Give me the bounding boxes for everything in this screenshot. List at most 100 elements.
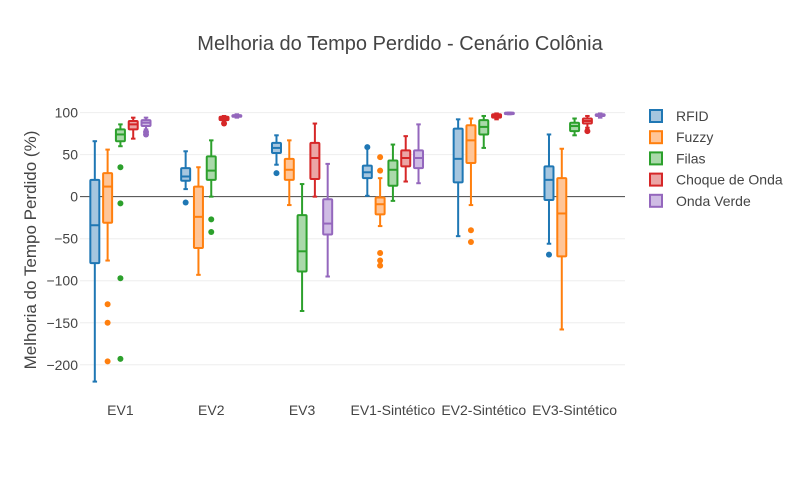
box (581, 114, 593, 135)
box (374, 154, 386, 269)
outlier-point (377, 262, 384, 269)
outlier-point (545, 251, 552, 258)
legend-label: Onda Verde (676, 193, 751, 209)
box (478, 114, 490, 149)
legend-label: Choque de Onda (676, 172, 783, 188)
box (102, 148, 114, 365)
box (387, 143, 399, 202)
outlier-point (467, 227, 474, 234)
legend-item[interactable]: Onda Verde (649, 193, 751, 209)
y-axis-label: Melhoria do Tempo Perdido (%) (21, 131, 40, 370)
legend[interactable]: RFID Fuzzy Filas Choque de Onda Onda Verde (649, 108, 783, 209)
legend-swatch (649, 130, 663, 145)
gridlines (80, 112, 625, 366)
legend-item[interactable]: RFID (649, 108, 709, 124)
x-tick-label: EV2 (198, 402, 225, 418)
outlier-point (182, 199, 189, 206)
box-iqr (102, 172, 114, 224)
legend-swatch (649, 193, 663, 208)
box-iqr (205, 155, 217, 181)
box (205, 139, 217, 235)
series-onda-verde (140, 111, 606, 278)
outlier-point (104, 358, 111, 365)
legend-item[interactable]: Fuzzy (649, 129, 713, 145)
series-filas (114, 114, 581, 362)
box (89, 140, 101, 383)
box (503, 111, 515, 116)
series-choque-de-onda (127, 112, 593, 198)
legend-item[interactable]: Choque de Onda (649, 172, 783, 188)
y-tick-label: −150 (46, 315, 78, 331)
outlier-point (377, 249, 384, 256)
box (231, 113, 243, 119)
box-iqr (180, 167, 192, 182)
x-tick-label: EV3-Sintético (532, 402, 617, 418)
series-fuzzy (102, 117, 568, 365)
box (127, 116, 139, 140)
y-axis-ticks: 100 50 0 −50 −100 −150 −200 (46, 105, 78, 373)
outlier-point (584, 128, 591, 135)
box (180, 150, 192, 206)
series-rfid (89, 118, 555, 383)
outlier-point (467, 239, 474, 246)
legend-swatch (649, 151, 663, 166)
box (569, 117, 581, 137)
legend-label: Filas (676, 150, 706, 166)
legend-label: Fuzzy (676, 129, 713, 145)
outlier-point (117, 355, 124, 362)
box (283, 139, 295, 207)
box (594, 112, 606, 119)
box-iqr (387, 159, 399, 187)
x-axis-ticks: EV1 EV2 EV3 EV1-Sintético EV2-Sintético EV3-S… (107, 402, 617, 418)
legend-swatch (649, 172, 663, 187)
y-tick-label: 50 (62, 147, 78, 163)
outlier-point (117, 275, 124, 282)
box (140, 116, 152, 138)
outlier-point (117, 200, 124, 207)
box (309, 122, 321, 198)
box (556, 147, 568, 331)
box (114, 123, 126, 362)
box-series (89, 111, 606, 383)
box (192, 166, 204, 276)
box (413, 123, 425, 185)
y-tick-label: −200 (46, 357, 78, 373)
y-tick-label: −50 (54, 231, 78, 247)
box-iqr (465, 124, 477, 165)
box-iqr (556, 177, 568, 258)
box-iqr (452, 127, 464, 184)
x-tick-label: EV3 (289, 402, 316, 418)
box (543, 133, 555, 258)
box (296, 183, 308, 312)
outlier-point (208, 228, 215, 235)
box (491, 112, 503, 121)
box-iqr (413, 149, 425, 170)
chart-title: Melhoria do Tempo Perdido - Cenário Colô… (197, 33, 603, 55)
x-tick-label: EV2-Sintético (441, 402, 526, 418)
box (270, 134, 282, 177)
outlier-point (104, 319, 111, 326)
y-tick-label: 0 (70, 189, 78, 205)
outlier-point (221, 120, 228, 127)
outlier-point (377, 257, 384, 264)
box (218, 114, 230, 127)
outlier-point (364, 144, 371, 151)
x-tick-label: EV1-Sintético (351, 402, 436, 418)
outlier-point (377, 154, 384, 161)
y-tick-label: 100 (55, 105, 79, 121)
outlier-point (377, 167, 384, 174)
outlier-point (208, 216, 215, 223)
y-tick-label: −100 (46, 273, 78, 289)
box-iqr (89, 178, 101, 265)
outlier-point (117, 164, 124, 171)
box (465, 117, 477, 246)
box-iqr (374, 196, 386, 216)
box-iqr (309, 141, 321, 181)
legend-label: RFID (676, 108, 709, 124)
x-tick-label: EV1 (107, 402, 134, 418)
box (361, 144, 373, 197)
outlier-point (143, 128, 150, 135)
box (400, 135, 412, 183)
legend-item[interactable]: Filas (649, 150, 706, 166)
